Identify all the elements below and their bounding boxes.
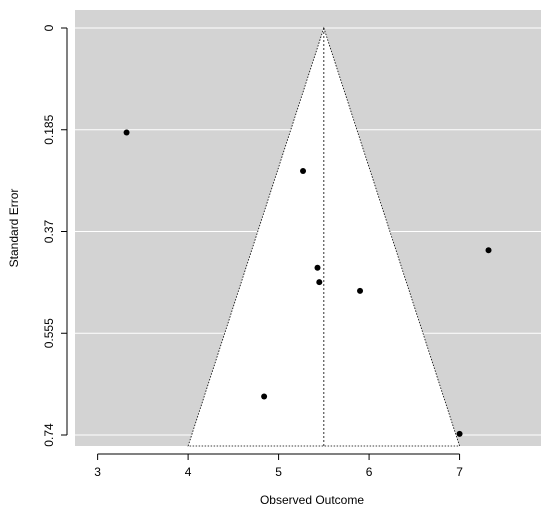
axes: 3 4 5 6 7 0 0.185 0.37 0.555 0.74: [42, 24, 463, 479]
data-point: [357, 287, 364, 294]
x-tick-label: 4: [185, 465, 192, 479]
y-tick-label: 0.74: [42, 423, 56, 447]
x-tick-label: 5: [275, 465, 282, 479]
data-point: [123, 129, 130, 136]
y-tick-label: 0.185: [42, 114, 56, 144]
data-point: [456, 430, 463, 437]
y-tick-label: 0.37: [42, 219, 56, 243]
data-point: [314, 264, 321, 271]
y-tick-label: 0.555: [42, 318, 56, 348]
data-point: [316, 279, 323, 286]
data-point: [485, 247, 492, 254]
x-tick-label: 6: [366, 465, 373, 479]
data-point: [261, 393, 268, 400]
x-tick-label: 3: [94, 465, 101, 479]
y-tick-label: 0: [42, 24, 56, 31]
y-axis-title: Standard Error: [7, 189, 21, 268]
plot-area: [75, 10, 541, 447]
x-axis-title: Observed Outcome: [260, 493, 364, 507]
x-tick-label: 7: [456, 465, 463, 479]
data-point: [300, 168, 307, 174]
